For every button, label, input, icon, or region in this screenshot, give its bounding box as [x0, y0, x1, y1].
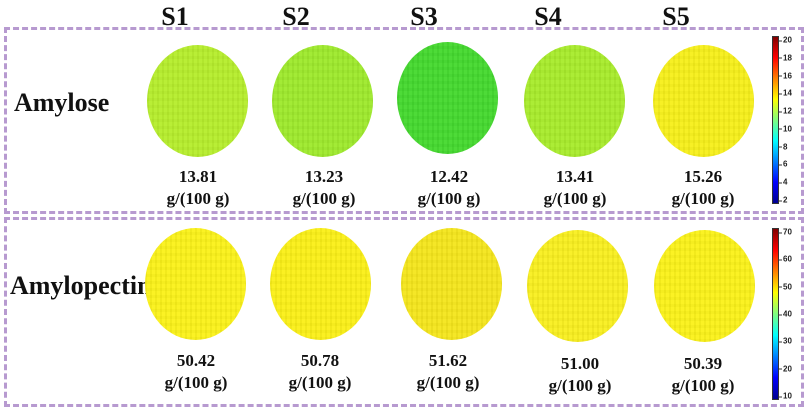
value-number: 50.39	[683, 354, 723, 373]
amylose-s2-disc	[272, 45, 373, 157]
amylopectin-s3-value: 51.62 g/(100 g)	[393, 350, 503, 394]
amylose-colorbar	[772, 36, 779, 204]
value-unit: g/(100 g)	[416, 373, 480, 392]
amylopectin-colorbar	[772, 228, 779, 400]
value-number: 51.00	[560, 354, 600, 373]
amylopectin-s2-disc	[270, 228, 371, 340]
column-header-s2: S2	[282, 2, 310, 31]
value-number: 50.42	[176, 351, 216, 370]
amylose-s1-value: 13.81 g/(100 g)	[143, 166, 253, 210]
column-header-s3: S3	[410, 2, 438, 31]
amylopectin-s3-disc	[401, 228, 502, 340]
value-number: 15.26	[683, 167, 723, 186]
amylose-s3-value: 12.42 g/(100 g)	[394, 166, 504, 210]
amylopectin-s2-value: 50.78 g/(100 g)	[265, 350, 375, 394]
colorbar-tick-label: 6	[778, 159, 788, 169]
colorbar-tick-label: 2	[778, 195, 788, 205]
value-unit: g/(100 g)	[543, 189, 607, 208]
colorbar-tick-label: 10	[779, 124, 792, 134]
amylopectin-s1-value: 50.42 g/(100 g)	[141, 350, 251, 394]
colorbar-tick-label: 20	[779, 364, 792, 374]
amylose-s4-disc	[524, 45, 625, 157]
amylopectin-panel	[4, 217, 804, 407]
amylopectin-s4-value: 51.00 g/(100 g)	[525, 353, 635, 397]
colorbar-tick-label: 12	[779, 106, 792, 116]
amylose-s4-value: 13.41 g/(100 g)	[520, 166, 630, 210]
amylose-s5-value: 15.26 g/(100 g)	[648, 166, 758, 210]
column-header-s5: S5	[662, 2, 690, 31]
colorbar-tick-label: 70	[779, 227, 792, 237]
amylopectin-s4-disc	[527, 230, 628, 342]
amylose-s1-disc	[147, 45, 248, 157]
amylopectin-s5-value: 50.39 g/(100 g)	[648, 353, 758, 397]
amylopectin-s1-disc	[145, 228, 246, 340]
value-unit: g/(100 g)	[548, 376, 612, 395]
value-number: 13.23	[304, 167, 344, 186]
colorbar-tick-label: 4	[778, 177, 788, 187]
value-unit: g/(100 g)	[671, 376, 735, 395]
value-unit: g/(100 g)	[417, 189, 481, 208]
amylose-s2-value: 13.23 g/(100 g)	[269, 166, 379, 210]
value-unit: g/(100 g)	[164, 373, 228, 392]
value-unit: g/(100 g)	[292, 189, 356, 208]
colorbar-tick-label: 8	[778, 142, 788, 152]
colorbar-tick-label: 18	[779, 53, 792, 63]
value-unit: g/(100 g)	[166, 189, 230, 208]
colorbar-tick-label: 60	[779, 254, 792, 264]
value-unit: g/(100 g)	[288, 373, 352, 392]
value-number: 13.41	[555, 167, 595, 186]
amylopectin-s5-disc	[654, 230, 755, 342]
colorbar-tick-label: 40	[779, 309, 792, 319]
value-number: 12.42	[429, 167, 469, 186]
colorbar-tick-label: 10	[779, 391, 792, 401]
column-header-s1: S1	[161, 2, 189, 31]
colorbar-tick-label: 20	[779, 35, 792, 45]
value-unit: g/(100 g)	[671, 189, 735, 208]
row-label-amylose: Amylose	[14, 88, 110, 117]
colorbar-tick-label: 16	[779, 71, 792, 81]
value-number: 50.78	[300, 351, 340, 370]
value-number: 13.81	[178, 167, 218, 186]
value-number: 51.62	[428, 351, 468, 370]
colorbar-tick-label: 50	[779, 282, 792, 292]
colorbar-tick-label: 30	[779, 336, 792, 346]
amylose-s5-disc	[653, 45, 754, 157]
colorbar-tick-label: 14	[779, 88, 792, 98]
amylose-panel	[4, 27, 804, 214]
amylose-s3-disc	[397, 42, 498, 154]
row-label-amylopectin: Amylopectin	[10, 271, 152, 300]
column-header-s4: S4	[534, 2, 562, 31]
